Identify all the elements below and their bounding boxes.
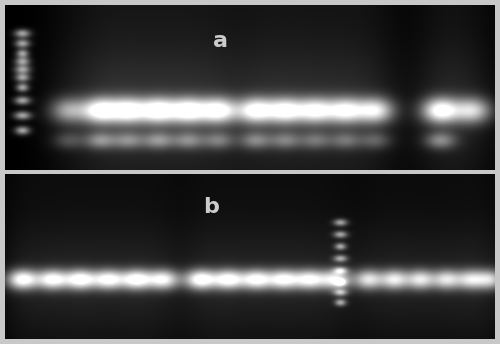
Text: b: b bbox=[203, 197, 218, 217]
Text: a: a bbox=[213, 31, 228, 51]
